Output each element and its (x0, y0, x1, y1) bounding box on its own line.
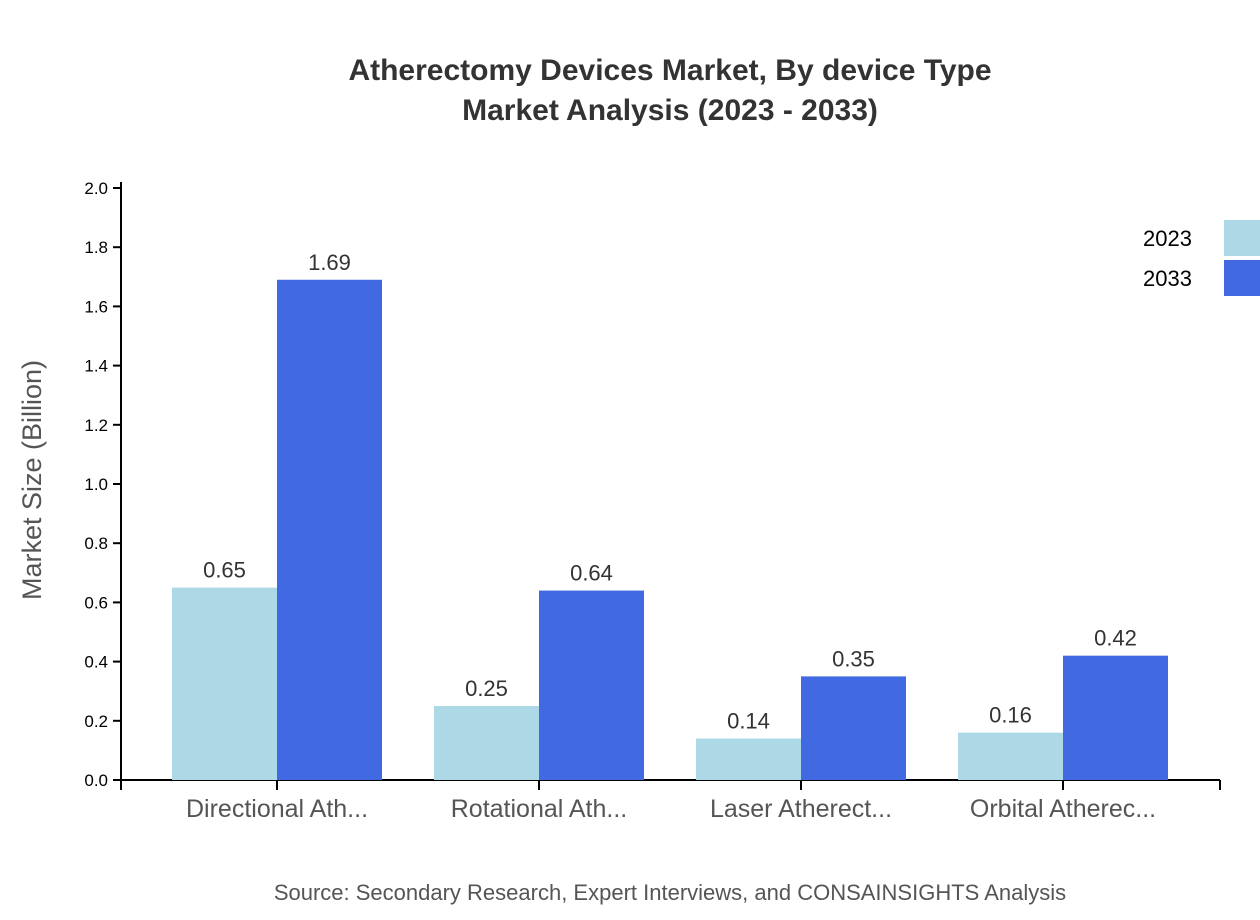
bar-2023 (434, 706, 539, 780)
x-tick-label: Directional Ath... (186, 795, 368, 823)
data-label: 0.42 (1094, 626, 1137, 651)
y-tick-label: 0.6 (84, 593, 108, 612)
data-label: 0.14 (727, 709, 770, 734)
bar-2033 (1063, 655, 1168, 780)
y-tick-label: 1.8 (84, 238, 108, 257)
y-axis-label: Market Size (Billion) (17, 360, 47, 600)
bars: 0.65 1.69 0.25 0.64 0.14 0.35 0.16 0.42 (172, 250, 1168, 780)
y-tick-label: 0.4 (84, 653, 108, 672)
bar-2023 (172, 587, 277, 780)
bar-2033 (539, 590, 644, 780)
legend: 2023 2033 (1143, 220, 1260, 296)
y-tick-label: 1.0 (84, 475, 108, 494)
legend-label: 2023 (1143, 226, 1192, 251)
chart-subtitle: Market Analysis (2023 - 2033) (462, 94, 878, 127)
bar-2023 (958, 732, 1063, 780)
y-tick-label: 1.6 (84, 297, 108, 316)
x-tick-label: Orbital Atherec... (970, 795, 1156, 823)
data-label: 0.35 (832, 646, 875, 671)
chart-title: Atherectomy Devices Market, By device Ty… (348, 54, 991, 87)
data-label: 0.65 (203, 558, 246, 583)
bar-2033 (277, 279, 382, 780)
source-note: Source: Secondary Research, Expert Inter… (274, 880, 1066, 905)
x-tick-label: Rotational Ath... (451, 795, 628, 823)
bar-2033 (801, 676, 906, 780)
y-tick-label: 1.2 (84, 416, 108, 435)
bar-2023 (696, 738, 801, 780)
y-tick-label: 1.4 (84, 357, 108, 376)
legend-label: 2033 (1143, 266, 1192, 291)
y-tick-label: 0.0 (84, 771, 108, 790)
data-label: 1.69 (308, 250, 351, 275)
data-label: 0.16 (989, 703, 1032, 728)
data-label: 0.25 (465, 676, 508, 701)
y-tick-label: 2.0 (84, 179, 108, 198)
legend-swatch-2033 (1224, 260, 1260, 296)
x-axis: Directional Ath... Rotational Ath... Laser… (120, 779, 1221, 823)
x-tick-label: Laser Atherect... (710, 795, 892, 823)
y-axis: 0.0 0.2 0.4 0.6 0.8 1.0 1.2 1.4 1.6 1.8 2.0 (84, 179, 122, 790)
y-tick-label: 0.2 (84, 712, 108, 731)
y-tick-label: 0.8 (84, 534, 108, 553)
legend-swatch-2023 (1224, 220, 1260, 256)
data-label: 0.64 (570, 561, 613, 586)
